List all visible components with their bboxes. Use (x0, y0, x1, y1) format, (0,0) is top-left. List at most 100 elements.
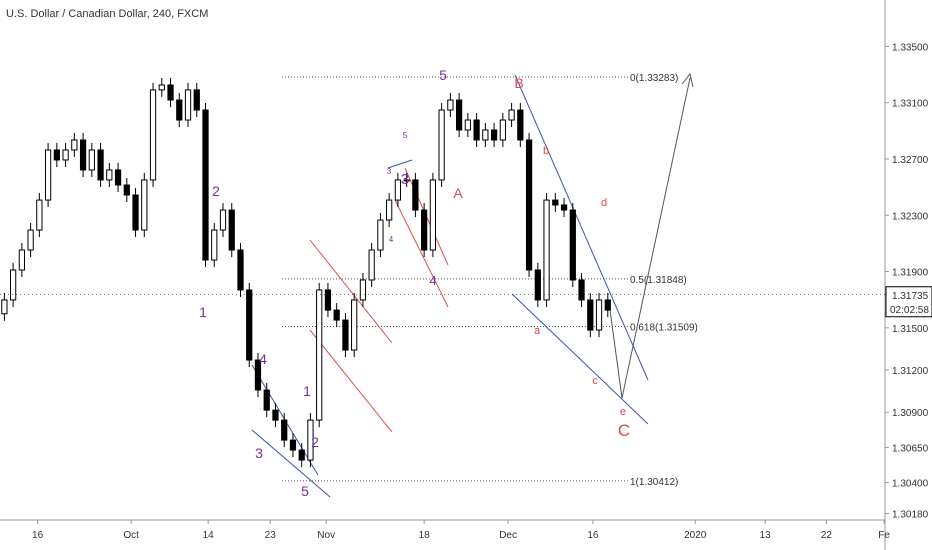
candle-body (132, 194, 139, 231)
y-tick-label: 1.33500 (892, 42, 929, 53)
candle-body (254, 359, 262, 391)
projection (609, 77, 691, 399)
candle-body (193, 89, 200, 111)
candle-body (298, 449, 305, 461)
candle-body (237, 249, 244, 291)
wave-label: 1 (199, 304, 207, 320)
candle-body (324, 289, 332, 311)
wave-label: 4 (259, 351, 267, 367)
wave-label: 2 (311, 434, 319, 450)
candle-body (482, 129, 489, 141)
channel-line (251, 429, 331, 498)
chart-title: U.S. Dollar / Canadian Dollar, 240, FXCM (6, 8, 208, 20)
wave-label: 4 (389, 235, 394, 244)
candle-body (246, 289, 253, 361)
wave-label: 3 (255, 445, 263, 461)
candle-body (141, 179, 148, 231)
candle-body (36, 199, 43, 231)
candle-body (595, 299, 603, 331)
candle-body (44, 149, 52, 201)
x-tick-label: 22 (821, 530, 833, 541)
candle-body (307, 419, 314, 461)
candle-body (412, 179, 419, 211)
candle-body (368, 249, 375, 281)
channel-line (511, 293, 649, 425)
candle-body (263, 389, 270, 411)
candle-body (587, 299, 594, 331)
candle-body (18, 249, 25, 271)
wave-label: 2 (212, 183, 220, 199)
candle-body (429, 179, 437, 251)
wave-label: 5 (439, 67, 447, 83)
x-tick-label: 18 (419, 530, 431, 541)
candle-body (123, 184, 130, 196)
y-tick-label: 1.33100 (892, 99, 929, 110)
candle-body (490, 129, 498, 141)
last-price-label: 1.31735 (892, 291, 929, 302)
candle-body (351, 299, 358, 351)
wave-label: C (618, 421, 630, 440)
channel-line (387, 159, 413, 169)
candle-body (473, 119, 480, 141)
candle-body (289, 439, 297, 451)
candle-body (403, 179, 410, 182)
channel-line (514, 74, 649, 381)
candle-body (79, 139, 87, 171)
y-tick-label: 1.32700 (892, 155, 929, 166)
candle-body (211, 229, 218, 261)
y-tick-label: 1.30400 (892, 479, 929, 490)
wave-label: 3 (401, 171, 409, 188)
candle-body (534, 269, 541, 301)
y-tick-label: 1.31500 (892, 324, 929, 335)
candle-body (333, 309, 340, 321)
channel-line (309, 239, 393, 344)
countdown: 02:02:58 (890, 305, 929, 316)
y-tick-label: 1.30650 (892, 443, 929, 454)
y-tick-label: 1.31900 (892, 268, 929, 279)
y-tick-label: 1.31200 (892, 366, 929, 377)
candle-body (149, 89, 157, 181)
annotations: 1 2 3 4 5 1 2 3 4 5 A Ba b c d eC 3 5 4 (199, 67, 630, 499)
wave-label: 3 (387, 167, 392, 176)
candle-body (114, 169, 122, 186)
drawings (251, 72, 694, 498)
wave-label: 5 (301, 483, 309, 499)
wave-label: A (453, 185, 463, 201)
candle-body (560, 204, 568, 211)
fib-label: 0.618(1.31509) (630, 323, 698, 334)
candle-body (71, 139, 78, 151)
candle-body (9, 269, 17, 301)
candle-body (202, 109, 209, 261)
y-tick-label: 1.32300 (892, 211, 929, 222)
candle-body (53, 149, 60, 161)
candle-body (517, 109, 524, 141)
candle-body (184, 89, 192, 121)
y-tick-label: 1.30900 (892, 408, 929, 419)
fib-label: 1(1.30412) (630, 477, 678, 488)
fib-label: 0.5(1.31848) (630, 275, 687, 286)
candle-body (176, 99, 183, 121)
x-tick-label: 16 (587, 530, 599, 541)
candle-body (1, 299, 8, 315)
candle-body (394, 179, 402, 201)
x-tick-label: Dec (499, 530, 517, 541)
candle-body (464, 119, 471, 131)
candle-body (167, 84, 174, 101)
candle-body (97, 149, 104, 181)
candle-body (421, 209, 428, 251)
candle-body (106, 169, 113, 181)
candle-body (455, 99, 463, 131)
candle-body (499, 119, 506, 141)
candle-body (552, 199, 559, 206)
x-tick-label: Oct (123, 530, 139, 541)
candle-body (578, 279, 585, 301)
candle-body (525, 139, 533, 271)
candle-body (281, 419, 288, 441)
wave-label: b (543, 145, 549, 157)
wave-label: 4 (429, 273, 436, 288)
candle-body (359, 279, 367, 301)
wave-label: a (534, 325, 541, 337)
